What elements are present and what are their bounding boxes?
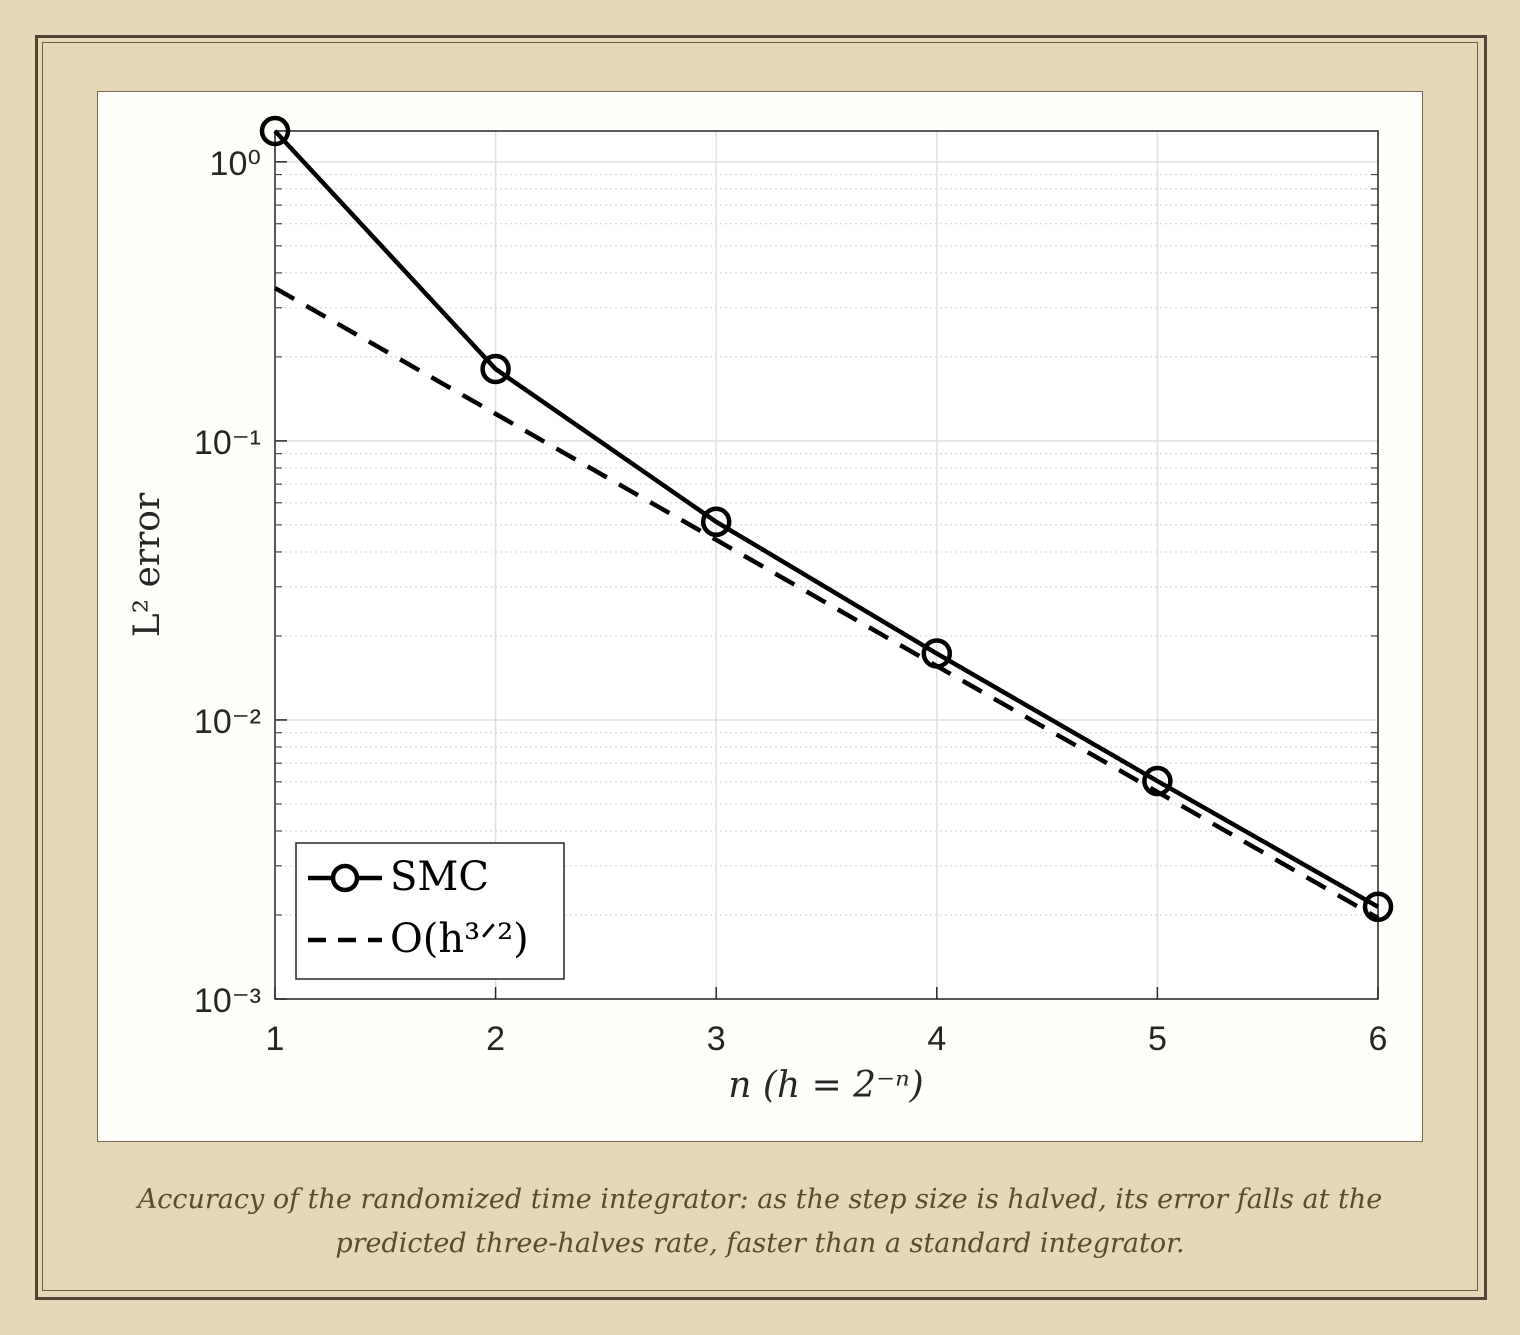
- caption: Accuracy of the randomized time integrat…: [137, 1184, 1383, 1259]
- x-tick-label: 3: [707, 1020, 726, 1058]
- x-tick-label: 1: [266, 1020, 285, 1058]
- series-line: [273, 129, 1380, 909]
- axes-box: [274, 130, 1379, 1000]
- x-tick-label: 5: [1148, 1020, 1167, 1058]
- y-tick-label: 10⁰: [210, 145, 261, 183]
- y-tick-label: 10⁻³: [194, 982, 261, 1020]
- data-point: [700, 506, 732, 538]
- y-axis-label: L² error: [127, 492, 168, 637]
- data-point: [259, 115, 291, 147]
- y-tick-label: 10⁻¹: [194, 424, 261, 462]
- x-axis-label: n (h = 2⁻ⁿ): [728, 1065, 923, 1106]
- legend-label: SMC: [390, 854, 489, 900]
- inner-frame: [42, 42, 1478, 1291]
- outer-frame: [35, 35, 1487, 1300]
- series-line: [273, 286, 1380, 921]
- data-point: [480, 353, 511, 385]
- legend-marker: [330, 863, 360, 893]
- legend-label: O(h³ᐟ²): [390, 916, 529, 962]
- x-tick-label: 4: [927, 1020, 946, 1058]
- x-tick-label: 2: [486, 1020, 505, 1058]
- x-tick-label: 6: [1369, 1020, 1388, 1058]
- y-tick-label: 10⁻²: [194, 703, 261, 741]
- data-point: [1362, 891, 1394, 923]
